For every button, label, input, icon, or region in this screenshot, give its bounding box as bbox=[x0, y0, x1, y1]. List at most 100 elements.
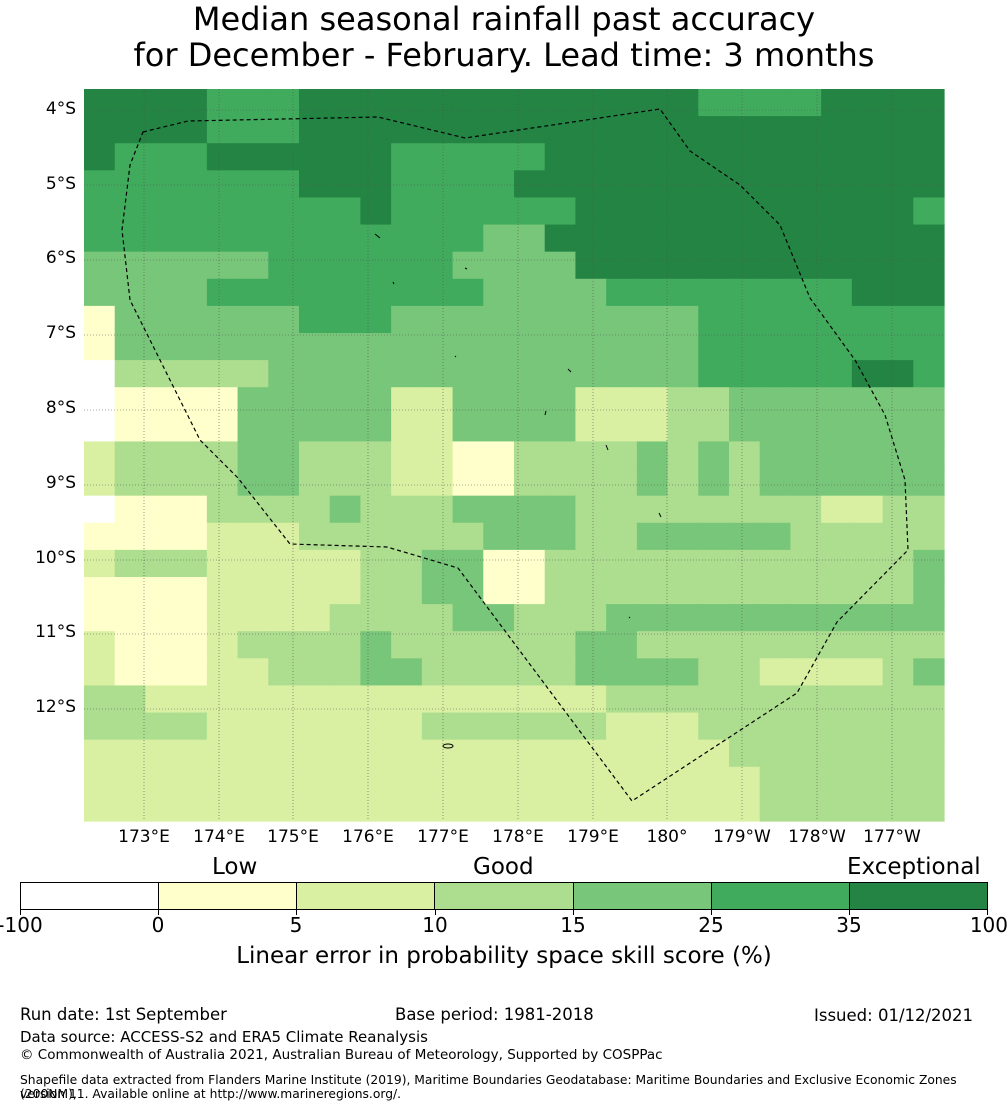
skill-cell bbox=[821, 387, 853, 415]
skill-cell bbox=[667, 766, 699, 795]
skill-cell bbox=[84, 360, 116, 388]
skill-cell bbox=[206, 414, 239, 443]
skill-cell bbox=[759, 89, 792, 117]
skill-cell bbox=[821, 333, 853, 361]
skill-cell bbox=[114, 387, 147, 415]
skill-cell bbox=[759, 170, 792, 199]
skill-cell bbox=[514, 739, 546, 768]
skill-cell bbox=[360, 387, 392, 415]
skill-cell bbox=[913, 224, 945, 253]
skill-cell bbox=[851, 387, 884, 415]
skill-cell bbox=[268, 387, 300, 415]
skill-cell bbox=[237, 360, 269, 388]
skill-cell bbox=[114, 522, 147, 551]
skill-cell bbox=[452, 604, 484, 632]
copyright-notice: © Commonwealth of Australia 2021, Austra… bbox=[20, 1047, 663, 1063]
skill-cell bbox=[145, 549, 177, 578]
skill-cell bbox=[391, 89, 423, 117]
skill-cell bbox=[759, 577, 792, 605]
skill-cell bbox=[575, 305, 607, 334]
skill-cell bbox=[698, 712, 730, 741]
skill-cell bbox=[790, 604, 822, 632]
skill-cell bbox=[821, 305, 853, 334]
skill-cell bbox=[360, 197, 392, 226]
skill-cell bbox=[176, 251, 208, 280]
skill-cell bbox=[299, 170, 331, 199]
lat-label-10s: 10°S bbox=[35, 548, 76, 568]
skill-cell bbox=[698, 549, 730, 578]
skill-cell bbox=[114, 170, 147, 199]
skill-cell bbox=[636, 522, 669, 551]
skill-cell bbox=[360, 224, 392, 253]
colorbar-tick-mark bbox=[158, 910, 159, 915]
skill-cell bbox=[84, 224, 116, 253]
skill-cell bbox=[176, 333, 208, 361]
skill-cell bbox=[759, 712, 792, 741]
skill-cell bbox=[176, 116, 208, 144]
skill-cell bbox=[237, 89, 269, 117]
skill-cell bbox=[729, 387, 761, 415]
skill-cell bbox=[452, 766, 484, 795]
lon-label-177w: 177°W bbox=[863, 827, 921, 847]
skill-cell bbox=[268, 658, 300, 687]
colorbar-tick-mark bbox=[987, 910, 988, 915]
skill-cell bbox=[514, 305, 546, 334]
skill-cell bbox=[483, 414, 515, 443]
skill-cell bbox=[667, 549, 699, 578]
skill-cell bbox=[636, 224, 669, 253]
skill-cell bbox=[821, 495, 853, 524]
skill-cell bbox=[759, 766, 792, 795]
skill-cell bbox=[452, 414, 484, 443]
skill-cell bbox=[452, 387, 484, 415]
skill-cell bbox=[636, 441, 669, 470]
lon-label-176e: 176°E bbox=[342, 827, 394, 847]
skill-cell bbox=[636, 89, 669, 117]
skill-cell bbox=[606, 522, 638, 551]
skill-cell bbox=[145, 170, 177, 199]
skill-cell bbox=[913, 468, 945, 497]
skill-cell bbox=[851, 224, 884, 253]
skill-cell bbox=[145, 604, 177, 632]
skill-cell bbox=[421, 766, 454, 795]
skill-cell bbox=[636, 577, 669, 605]
skill-cell bbox=[329, 116, 362, 144]
skill-cell bbox=[421, 712, 454, 741]
skill-cell bbox=[851, 360, 884, 388]
skill-cell bbox=[299, 224, 331, 253]
lon-label-175e: 175°E bbox=[267, 827, 319, 847]
skill-cell bbox=[391, 468, 423, 497]
skill-cell bbox=[452, 712, 484, 741]
skill-cell bbox=[329, 495, 362, 524]
skill-cell bbox=[913, 387, 945, 415]
colorbar-segment bbox=[21, 883, 160, 909]
island-mark bbox=[605, 444, 609, 451]
base-period: Base period: 1981-2018 bbox=[395, 1005, 594, 1024]
skill-cell bbox=[268, 197, 300, 226]
skill-cell bbox=[882, 549, 914, 578]
skill-cell bbox=[452, 793, 484, 822]
skill-cell bbox=[606, 793, 638, 822]
skill-cell bbox=[667, 360, 699, 388]
lon-label-174e: 174°E bbox=[193, 827, 245, 847]
skill-cell bbox=[452, 739, 484, 768]
skill-cell bbox=[882, 414, 914, 443]
skill-cell bbox=[913, 143, 945, 171]
skill-cell bbox=[360, 766, 392, 795]
skill-cell bbox=[206, 468, 239, 497]
skill-cell bbox=[698, 766, 730, 795]
skill-cell bbox=[360, 251, 392, 280]
skill-cell bbox=[575, 766, 607, 795]
skill-cell bbox=[851, 793, 884, 822]
skill-cell bbox=[206, 360, 239, 388]
skill-cell bbox=[667, 468, 699, 497]
skill-cell bbox=[421, 604, 454, 632]
skill-cell bbox=[575, 89, 607, 117]
skill-cell bbox=[206, 143, 239, 171]
skill-cell bbox=[452, 224, 484, 253]
skill-cell bbox=[698, 577, 730, 605]
skill-cell bbox=[514, 251, 546, 280]
colorbar-tick-mark bbox=[435, 910, 436, 915]
skill-cell bbox=[821, 414, 853, 443]
skill-cell bbox=[145, 224, 177, 253]
skill-cell bbox=[421, 495, 454, 524]
